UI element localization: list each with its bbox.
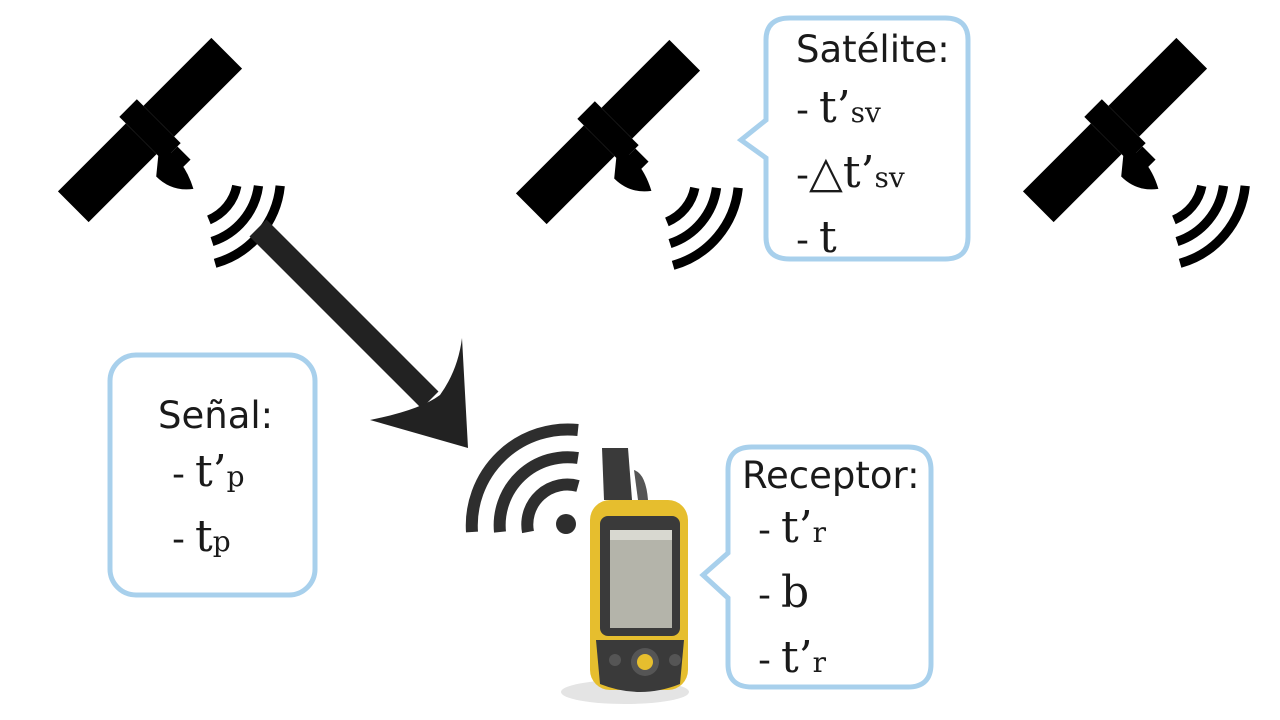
- receiver-item-2: -b: [758, 567, 810, 618]
- receiver-item-3: - t’r: [758, 632, 827, 683]
- satellite-callout-box: [736, 15, 971, 262]
- signal-item-2: - tp: [172, 511, 231, 562]
- gps-receiver-icon: [561, 448, 689, 704]
- satellite-item-3: -t: [796, 212, 837, 263]
- satellite-icon: [509, 33, 738, 265]
- wifi-icon: [465, 423, 580, 534]
- receiver-callout-box: [699, 444, 934, 690]
- satellite-item-1: - t’sv: [796, 82, 881, 133]
- signal-callout: Señal: - t’p - tp: [158, 396, 273, 572]
- signal-item-1: - t’p: [172, 446, 245, 497]
- satellite-item-2: -△t’sv: [796, 147, 905, 198]
- satellite-middle: [509, 33, 738, 265]
- satellite-right: [1016, 31, 1245, 263]
- satellite-left: [51, 31, 280, 263]
- receiver-title: Receptor:: [742, 454, 920, 497]
- receiver-item-1: - t’r: [758, 502, 827, 553]
- signal-callout-box: [107, 352, 318, 598]
- arrow-icon: [249, 219, 468, 448]
- satellite-icon: [1016, 31, 1245, 263]
- receiver-callout: Receptor: - t’r -b - t’r: [742, 456, 920, 693]
- signal-title: Señal:: [158, 394, 274, 437]
- satellite-icon: [51, 31, 280, 263]
- satellite-title: Satélite:: [796, 28, 950, 71]
- delta-symbol: △: [809, 147, 843, 198]
- satellite-callout: Satélite: - t’sv -△t’sv -t: [796, 30, 950, 273]
